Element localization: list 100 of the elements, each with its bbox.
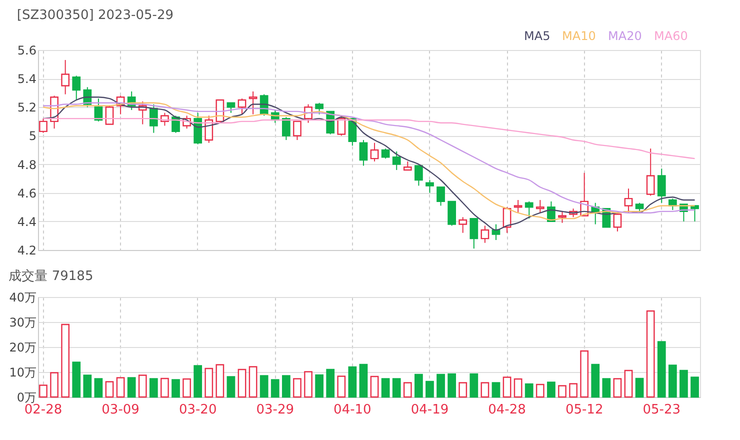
candlestick [282, 116, 290, 140]
bar [381, 378, 390, 398]
candlestick [293, 120, 302, 140]
y-tick-label: 4.4 [17, 214, 36, 229]
bar [293, 378, 302, 398]
bar [680, 370, 688, 398]
candlestick [514, 200, 522, 214]
y-tick-label: 4.2 [17, 244, 36, 258]
bar [83, 374, 92, 398]
bar [470, 373, 478, 398]
bar [182, 378, 191, 398]
candlestick [558, 210, 566, 224]
bar [580, 350, 589, 398]
x-tick-label: 04-19 [410, 402, 449, 418]
candlestick [646, 148, 655, 196]
bar [458, 382, 468, 398]
bar [50, 372, 58, 398]
candlestick [39, 118, 48, 134]
candlestick [149, 104, 158, 134]
y-tick-label: 10万 [9, 366, 36, 380]
bar [635, 378, 644, 398]
bar [194, 365, 202, 398]
bar [105, 381, 114, 398]
bar [392, 378, 401, 398]
candlestick [72, 75, 81, 100]
candlestick [359, 140, 368, 166]
bar [657, 341, 666, 398]
x-tick-label: 03-09 [102, 402, 140, 418]
bar [436, 374, 445, 398]
y-tick-label: 5 [28, 129, 36, 144]
candlestick [613, 212, 622, 232]
bar [414, 374, 423, 398]
candlestick [248, 90, 258, 115]
y-tick-label: 5.6 [17, 44, 36, 58]
bar [646, 310, 655, 398]
bar [569, 383, 578, 398]
bar [492, 382, 500, 398]
bar [690, 376, 699, 398]
bar [260, 375, 268, 398]
bar [72, 362, 81, 398]
bar [138, 374, 147, 398]
y-tick-label: 4.6 [17, 186, 36, 200]
chart-title: 成交量 79185 [8, 268, 94, 284]
candlestick [381, 148, 390, 160]
bar [204, 368, 214, 398]
candlestick [61, 60, 70, 95]
bar [370, 376, 379, 398]
x-tick-label: 03-29 [256, 402, 294, 418]
bar [216, 364, 224, 398]
bar [172, 379, 180, 398]
candlestick [392, 150, 401, 170]
candlestick [624, 188, 633, 214]
candlestick [448, 200, 456, 226]
x-tick-label: 04-28 [488, 402, 526, 418]
bar [238, 368, 246, 398]
text: MA60 [654, 29, 688, 43]
candlestick [370, 142, 379, 162]
candlestick [470, 218, 478, 250]
bar [359, 364, 368, 398]
x-tick-label: 05-23 [642, 402, 681, 418]
y-tick-label: 40万 [9, 290, 36, 304]
candlestick [458, 216, 468, 234]
candlestick [480, 225, 490, 244]
bar [502, 376, 512, 398]
bar [248, 366, 258, 398]
candlestick [524, 200, 534, 220]
bar [624, 370, 633, 398]
bar [149, 378, 158, 398]
x-tick-label: 02-28 [24, 402, 62, 418]
x-tick-label: 04-10 [334, 402, 372, 418]
candlestick [204, 115, 214, 144]
y-tick-label: 20万 [9, 340, 36, 354]
bar [524, 383, 534, 398]
bar [448, 373, 456, 398]
text: MA10 [562, 29, 596, 43]
candlestick [226, 102, 236, 114]
bar [304, 371, 312, 398]
y-tick-label: 0万 [16, 390, 36, 404]
bar [116, 377, 125, 398]
chart-title: [SZ300350] 2023-05-29 [16, 8, 174, 23]
bar [668, 364, 677, 398]
bar [315, 374, 324, 398]
candlestick [426, 180, 434, 194]
bar [480, 382, 490, 398]
y-tick-label: 4.8 [17, 158, 36, 172]
bar [61, 324, 70, 398]
bar [558, 385, 566, 398]
bar [536, 384, 544, 398]
y-tick-label: 5.2 [17, 100, 36, 115]
candlestick [657, 168, 666, 204]
bar [326, 368, 335, 398]
bar [94, 378, 103, 398]
candlestick [436, 186, 445, 206]
bar [426, 380, 434, 398]
text: MA5 [524, 29, 550, 43]
bar [403, 382, 412, 398]
x-tick-label: 03-20 [178, 402, 217, 418]
bar [160, 378, 169, 398]
text: MA20 [608, 29, 642, 43]
x-tick-label: 05-12 [565, 402, 604, 418]
